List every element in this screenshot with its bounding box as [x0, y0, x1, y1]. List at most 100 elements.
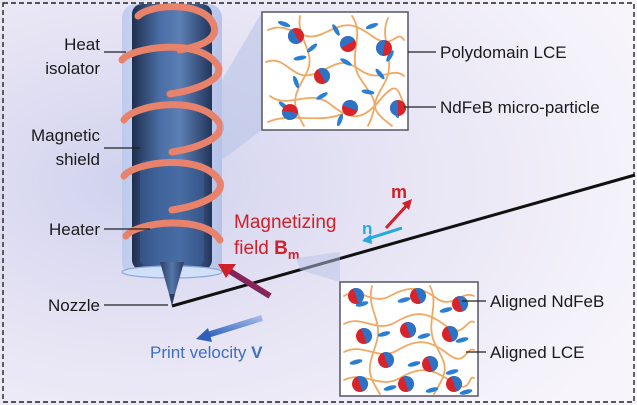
label-print-velocity-symbol: V: [251, 343, 263, 362]
lce-chain: [343, 341, 475, 360]
ndfeb-particle: [400, 322, 416, 338]
particle-blue-half: [282, 110, 298, 120]
ndfeb-particle: [452, 296, 468, 312]
inset-aligned: [296, 252, 479, 397]
ndfeb-particle: [342, 100, 358, 116]
ndfeb-particle: [390, 100, 406, 116]
label-magnetizing-1: Magnetizing: [234, 212, 336, 233]
label-print-velocity-text: Print velocity: [150, 343, 251, 362]
ndfeb-particle: [398, 376, 414, 392]
ndfeb-particle: [410, 288, 426, 304]
lce-chain: [343, 369, 475, 388]
ndfeb-particle: [288, 28, 304, 44]
mesogen: [332, 24, 340, 36]
lce-chain: [267, 113, 343, 123]
mesogen: [425, 387, 439, 393]
mesogen: [355, 301, 369, 307]
label-magnetizing-field-word: field: [234, 238, 274, 259]
mesogen: [293, 55, 307, 61]
label-ndfeb-micro-particle: NdFeB micro-particle: [440, 98, 600, 117]
label-magnetizing-symbol: B: [274, 238, 288, 259]
inset-bottom-mesogens: [349, 297, 473, 395]
print-velocity-arrowhead: [196, 328, 212, 342]
ndfeb-particle: [442, 326, 458, 342]
heating-coil: [118, 3, 224, 244]
particle-blue-half: [457, 296, 468, 312]
label-magnetizing-subscript: m: [288, 247, 300, 262]
particle-blue-half: [451, 376, 462, 392]
vector-m-arrowhead: [402, 199, 412, 210]
lce-chain: [429, 285, 446, 395]
particle-blue-half: [288, 29, 300, 44]
ndfeb-particle: [314, 68, 330, 84]
mesogen: [316, 92, 328, 100]
label-vector-m: m: [391, 182, 407, 202]
mesogen: [383, 385, 397, 391]
label-magnetic-shield-1: Magnetic: [31, 126, 100, 145]
ndfeb-particle: [352, 376, 368, 392]
nozzle-tip: [160, 262, 184, 294]
inset-bottom-particles: [348, 288, 468, 392]
ndfeb-particle: [422, 356, 438, 372]
label-nozzle: Nozzle: [48, 296, 100, 315]
ndfeb-particle: [340, 36, 356, 52]
label-heater: Heater: [49, 220, 100, 239]
mesogen: [306, 43, 318, 53]
particle-blue-half: [376, 40, 386, 56]
label-heat-isolator-1: Heat: [64, 35, 100, 54]
mesogen: [386, 50, 394, 62]
print-head: [121, 4, 223, 306]
mesogen: [377, 331, 391, 337]
lce-chain: [343, 313, 475, 332]
particle-blue-half: [318, 68, 330, 83]
mesogen: [292, 75, 300, 89]
mesogen: [340, 58, 352, 66]
mesogen: [459, 389, 473, 395]
label-magnetizing-2: field Bm: [234, 238, 299, 262]
lce-chain: [269, 87, 405, 118]
mesogen: [365, 22, 379, 30]
label-aligned-ndfeb: Aligned NdFeB: [490, 292, 604, 311]
label-magnetic-shield-2: shield: [56, 150, 100, 169]
ndfeb-particle: [282, 104, 298, 120]
label-vector-n: n: [362, 219, 372, 238]
mesogen: [397, 297, 411, 303]
particle-blue-half: [447, 326, 458, 342]
mesogen: [349, 359, 363, 365]
label-polydomain-lce: Polydomain LCE: [440, 43, 567, 62]
particle-blue-half: [403, 376, 414, 392]
inset-polydomain: [222, 11, 409, 160]
print-velocity-arrow: [203, 315, 263, 339]
particle-blue-half: [342, 100, 358, 111]
inset-bottom-projection: [296, 252, 340, 282]
lce-chain: [265, 59, 405, 77]
mesogen: [417, 333, 431, 339]
lce-chain: [374, 17, 393, 127]
left-leaders: [104, 51, 168, 306]
magnetizing-field-arrowhead: [218, 264, 236, 278]
mesogen: [277, 20, 291, 28]
mesogen: [407, 361, 421, 367]
particle-blue-half: [383, 352, 394, 368]
lce-chain: [351, 15, 376, 127]
ndfeb-particle: [446, 376, 462, 392]
label-aligned-lce: Aligned LCE: [490, 343, 585, 362]
mesogen: [375, 68, 385, 80]
mesogen: [336, 113, 344, 127]
label-heat-isolator-2: isolator: [45, 59, 100, 78]
ndfeb-particle: [378, 352, 394, 368]
particle-blue-half: [340, 36, 355, 48]
particle-blue-half: [427, 356, 438, 372]
mesogen: [455, 337, 469, 343]
ndfeb-particle: [356, 328, 372, 344]
particle-blue-half: [390, 100, 398, 116]
label-print-velocity: Print velocity V: [150, 343, 263, 362]
magnetizing-field-arrow: [226, 267, 272, 299]
inset-top-particles: [282, 28, 406, 120]
particle-blue-half: [405, 322, 416, 338]
lce-chain: [368, 285, 381, 395]
ndfeb-particle: [376, 40, 392, 56]
